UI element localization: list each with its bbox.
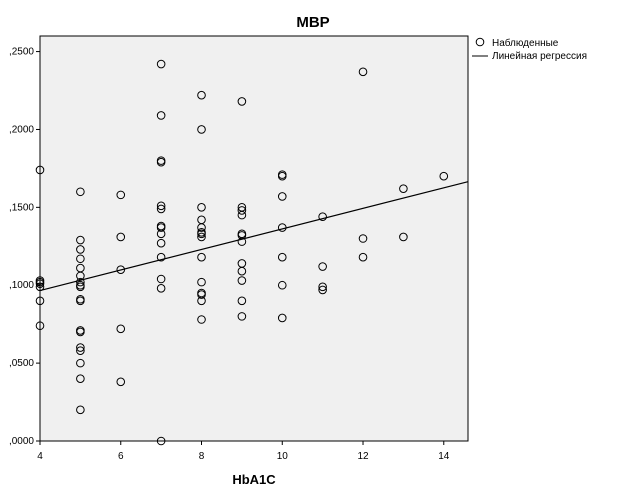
y-tick-label: ,1000: [9, 280, 34, 291]
data-point: [156, 436, 166, 446]
x-axis: 4 6 8 10 12 14: [37, 441, 450, 462]
data-point: [197, 290, 206, 299]
y-tick-label: ,2000: [9, 124, 34, 135]
data-point: [156, 284, 166, 293]
data-point: [399, 184, 408, 193]
data-point: [237, 210, 247, 220]
data-point: [35, 165, 45, 175]
data-point: [156, 238, 166, 248]
legend-observed-marker: [475, 37, 485, 47]
data-point: [76, 187, 85, 197]
data-point: [197, 277, 206, 287]
observed-points: [35, 59, 449, 446]
data-point: [76, 254, 85, 264]
y-tick-label: ,0500: [9, 358, 34, 369]
x-tick-label: 10: [277, 451, 289, 462]
data-point: [76, 245, 85, 254]
regression-line: [39, 181, 469, 292]
data-point: [358, 234, 368, 243]
data-point: [237, 206, 247, 215]
data-point: [76, 346, 85, 355]
data-point: [156, 201, 166, 211]
data-point: [156, 204, 166, 214]
data-point: [197, 125, 206, 134]
x-axis-label: HbA1C: [232, 472, 276, 487]
data-point: [76, 235, 85, 245]
chart-title: MBP: [296, 14, 329, 31]
x-tick-label: 12: [357, 451, 369, 462]
data-point: [76, 374, 85, 383]
data-point: [197, 252, 206, 262]
data-point: [318, 285, 327, 295]
data-point: [35, 279, 45, 288]
data-point: [237, 296, 247, 306]
data-point: [197, 90, 206, 100]
data-point: [237, 266, 247, 276]
data-point: [156, 157, 166, 167]
x-tick-label: 14: [438, 451, 450, 462]
legend: Наблюденные Линейная регрессия: [472, 37, 587, 62]
data-point: [277, 280, 287, 290]
data-point: [358, 67, 368, 77]
data-point: [237, 97, 247, 106]
data-point: [237, 237, 247, 246]
data-point: [35, 296, 45, 306]
legend-observed-label: Наблюденные: [492, 37, 559, 49]
data-point: [197, 229, 206, 239]
plot-area: [39, 35, 469, 442]
data-point: [76, 358, 85, 368]
y-axis: ,0000 ,0500 ,1000 ,1500 ,2000 ,2500: [9, 47, 40, 447]
data-point: [197, 296, 206, 306]
data-point: [277, 171, 287, 181]
x-tick-label: 6: [118, 451, 124, 462]
data-point: [76, 327, 85, 337]
data-point: [197, 315, 206, 324]
data-point: [116, 232, 126, 242]
data-point: [439, 171, 449, 181]
data-point: [35, 321, 45, 331]
data-point: [358, 252, 368, 262]
regression-line-group: [39, 181, 469, 292]
data-point: [156, 252, 166, 262]
data-point: [76, 277, 85, 287]
data-point: [237, 312, 247, 321]
data-point: [277, 192, 287, 201]
data-point: [277, 313, 287, 323]
data-point: [116, 324, 126, 334]
data-point: [318, 212, 327, 221]
data-point: [156, 274, 166, 284]
data-point: [76, 282, 85, 292]
y-tick-label: ,1500: [9, 202, 34, 213]
data-point: [76, 343, 85, 352]
y-tick-label: ,0000: [9, 436, 34, 447]
data-point: [156, 111, 166, 120]
y-tick-label: ,2500: [9, 47, 34, 58]
data-point: [35, 282, 45, 292]
x-tick-label: 8: [199, 451, 205, 462]
data-point: [156, 229, 166, 239]
data-point: [399, 232, 408, 242]
data-point: [197, 223, 206, 232]
data-point: [156, 223, 166, 232]
data-point: [197, 232, 206, 242]
data-point: [237, 276, 247, 285]
data-point: [318, 282, 327, 292]
data-point: [277, 252, 287, 262]
data-point: [318, 262, 327, 271]
data-point: [197, 203, 206, 212]
data-point: [116, 190, 126, 200]
data-point: [116, 377, 126, 387]
data-point: [76, 296, 85, 306]
x-tick-label: 4: [37, 451, 43, 462]
data-point: [116, 265, 126, 274]
legend-regression-label: Линейная регрессия: [492, 51, 587, 62]
data-point: [76, 405, 85, 415]
data-point: [156, 59, 166, 69]
